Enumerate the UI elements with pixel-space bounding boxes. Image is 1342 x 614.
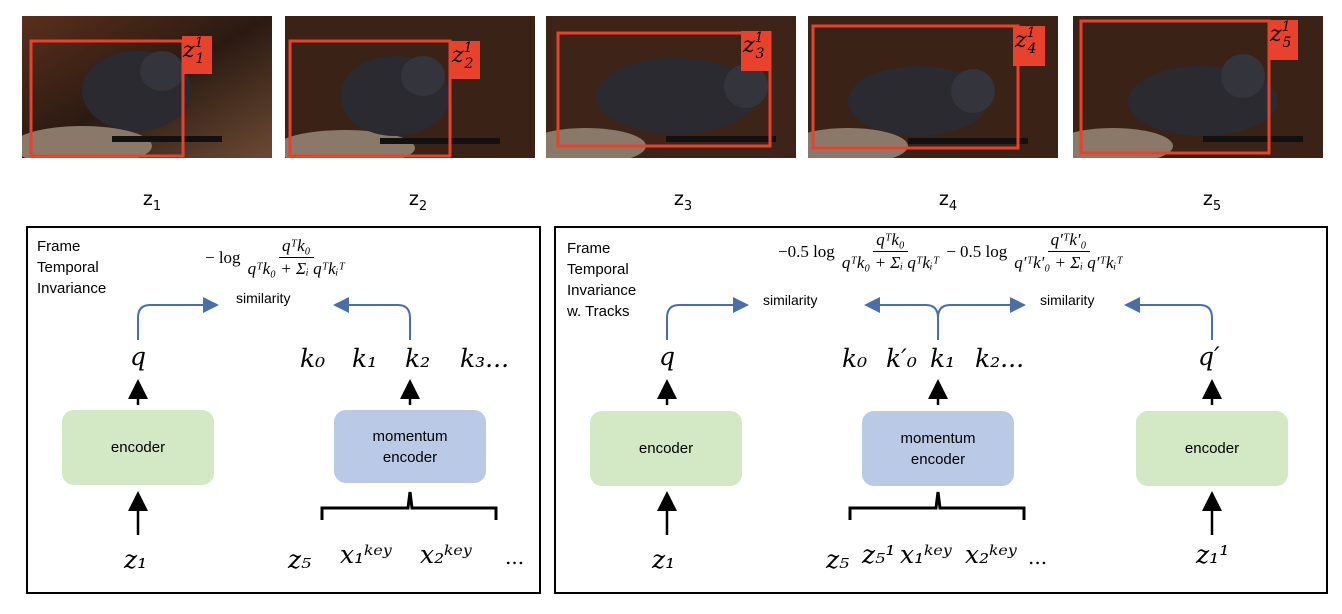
right-formula-num-1: qᵀk₀ (873, 230, 908, 252)
right-q: q (659, 342, 676, 371)
frame-label-3: z3 (673, 188, 693, 214)
right-input-x2key: x₂ᵏᵉʸ (965, 540, 1017, 569)
left-key-3: k₃... (460, 344, 510, 373)
video-frame-1 (22, 16, 272, 158)
frame-tag-1: z11 (183, 35, 205, 67)
left-q: q (130, 342, 147, 371)
right-input-z5: z₅ (826, 545, 850, 574)
left-input-z5: z₅ (288, 545, 312, 574)
right-similarity-label-left: similarity (763, 292, 818, 308)
right-encoder-left-box: encoder (590, 411, 742, 486)
left-momentum-encoder-box: momentum encoder (334, 410, 486, 483)
video-frame-3 (546, 16, 796, 158)
right-input-z1: z₁ (652, 545, 676, 574)
frame-tag-2: z12 (452, 40, 474, 72)
left-input-x2key: x₂ᵏᵉʸ (420, 540, 472, 569)
video-frame-5 (1073, 16, 1323, 158)
right-formula-den-1: qᵀk₀ + Σᵢ qᵀkᵢᵀ (841, 253, 940, 272)
right-key-1: k₁ (930, 344, 956, 373)
left-similarity-label: similarity (236, 290, 291, 306)
right-panel-title: Frame Temporal Invariance w. Tracks (567, 240, 637, 320)
left-formula-prefix: − log (205, 247, 241, 267)
right-input-x1key: x₁ᵏᵉʸ (900, 540, 952, 569)
left-key-2: k₂ (405, 344, 431, 373)
right-formula-den-2: q′ᵀk′₀ + Σᵢ q′ᵀkᵢᵀ (1014, 253, 1123, 272)
right-key-0: k₀ (842, 344, 868, 373)
right-formula: −0.5 log qᵀk₀ qᵀk₀ + Σᵢ qᵀkᵢᵀ − 0.5 log q… (778, 230, 1130, 273)
frame-label-5: z5 (1202, 188, 1222, 214)
right-key-2: k₂... (975, 344, 1025, 373)
right-panel (554, 226, 1328, 594)
right-input-ellipsis: ... (1028, 545, 1048, 569)
video-frame-4 (808, 16, 1058, 158)
left-formula-den: qᵀk₀ + Σᵢ qᵀkᵢᵀ (247, 259, 345, 278)
right-formula-num-2: q′ᵀk′₀ (1047, 230, 1090, 252)
right-formula-prefix-2: − 0.5 log (946, 241, 1008, 261)
left-formula-num: qᵀk₀ (279, 236, 314, 258)
left-input-ellipsis: ... (505, 545, 525, 569)
left-input-x1key: x₁ᵏᵉʸ (340, 540, 392, 569)
frame-tag-5: z15 (1270, 19, 1292, 51)
right-input-z1-1: z₁¹ (1196, 540, 1230, 569)
right-encoder-right-box: encoder (1136, 411, 1288, 486)
video-frame-2 (285, 16, 535, 158)
left-key-1: k₁ (352, 344, 378, 373)
right-key-0-prime: k′₀ (886, 344, 917, 373)
frame-label-1: z1 (142, 188, 162, 214)
right-momentum-encoder-box: momentum encoder (862, 411, 1014, 486)
frame-tag-3: z13 (743, 30, 765, 62)
left-panel-title: Frame Temporal Invariance (37, 238, 107, 297)
right-input-z5-1: z₅¹ (862, 540, 896, 569)
frame-tag-4: z14 (1015, 25, 1037, 57)
frame-label-4: z4 (938, 188, 958, 214)
left-input-z1: z₁ (124, 545, 148, 574)
left-panel (26, 226, 541, 594)
right-q-prime: q′ (1198, 342, 1220, 371)
right-formula-prefix-1: −0.5 log (778, 241, 835, 261)
frame-label-2: z2 (408, 188, 428, 214)
right-similarity-label-right: similarity (1040, 292, 1095, 308)
left-encoder-box: encoder (62, 410, 214, 485)
left-formula: − log qᵀk₀ qᵀk₀ + Σᵢ qᵀkᵢᵀ (205, 236, 352, 279)
left-key-0: k₀ (300, 344, 326, 373)
